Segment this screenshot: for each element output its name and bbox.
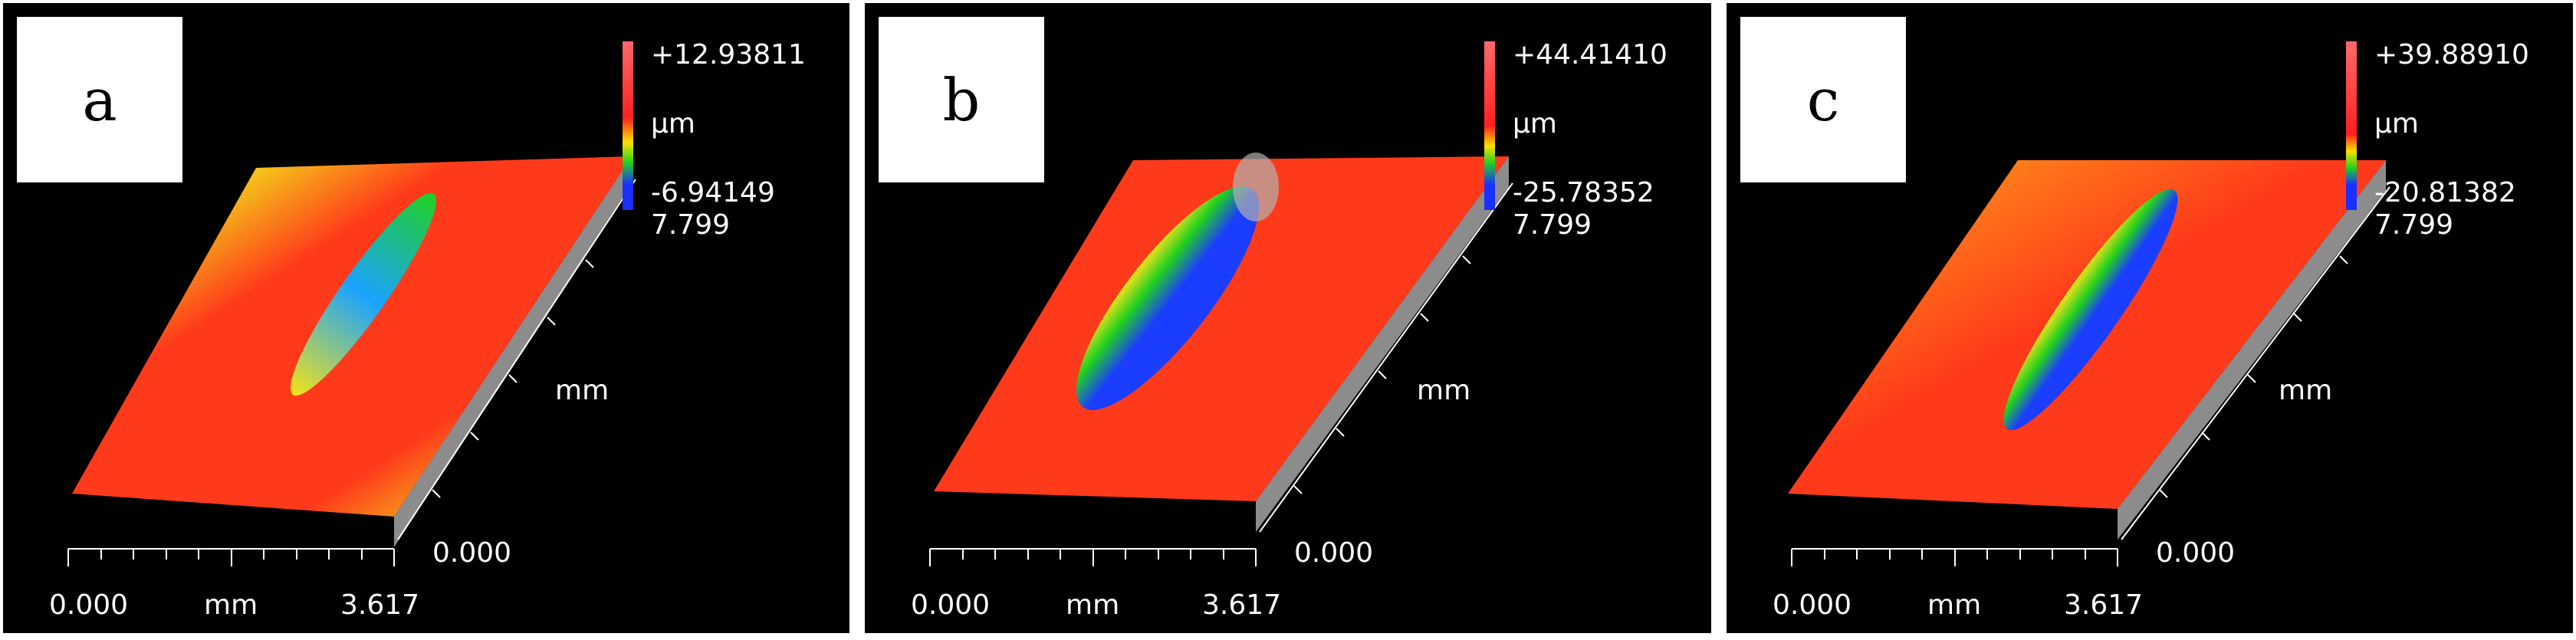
groove-c [2003,189,2178,431]
x-axis-c [1791,548,2118,566]
depth-unit-b: mm [1417,375,1471,406]
depth-min-c: 0.000 [2156,537,2236,569]
x-unit-b: mm [1066,589,1120,621]
groove-debris-b [1233,153,1279,222]
surface-plot-b [929,153,1513,566]
scale-min-c: -20.81382 [2374,177,2516,208]
scale-max-c: +39.88910 [2374,39,2529,71]
depth-axis-b [1259,182,1513,533]
surface-side-a [394,156,632,547]
scale-unit-a: µm [651,108,695,139]
depth-min-a: 0.000 [432,537,512,569]
surface-top-b [934,156,1509,501]
scale-max-b: +44.41410 [1513,39,1668,71]
depth-max-a: 7.799 [651,209,731,241]
panel-c: c +39.88910 µm -20.81382 7.799 mm 0.000 … [1727,3,2573,633]
depth-max-c: 7.799 [2374,209,2454,241]
color-scale-bar-a [623,41,633,210]
scale-unit-b: µm [1513,108,1557,139]
depth-axis-a [397,179,636,540]
scale-min-b: -25.78352 [1513,177,1654,208]
scale-unit-c: µm [2374,108,2419,139]
panel-b: b +44.41410 µm -25.78352 7.799 mm 0.000 … [865,3,1711,633]
color-scale-bar-c [2346,41,2357,210]
x-min-b: 0.000 [911,589,991,621]
scale-max-a: +12.93811 [651,39,806,71]
panel-label-a: a [17,17,182,182]
panel-label-b: b [879,17,1044,182]
depth-unit-a: mm [555,375,610,406]
groove-a [290,192,437,396]
scale-min-a: -6.94149 [651,177,775,208]
depth-max-b: 7.799 [1513,209,1592,241]
surface-side-b [1256,156,1509,532]
surface-side-c [2118,160,2386,540]
depth-unit-c: mm [2279,375,2333,406]
x-axis-a [67,548,395,566]
x-max-a: 3.617 [340,589,420,621]
x-min-c: 0.000 [1773,589,1852,621]
depth-axis-c [2121,186,2390,540]
x-max-b: 3.617 [1202,589,1282,621]
x-unit-c: mm [1927,589,1982,621]
color-scale-bar-b [1484,41,1495,210]
x-min-a: 0.000 [49,589,129,621]
x-unit-a: mm [204,589,258,621]
depth-min-b: 0.000 [1294,537,1374,569]
x-max-c: 3.617 [2064,589,2144,621]
surface-plot-c [1788,160,2390,566]
x-axis-b [929,548,1257,566]
groove-b [1076,186,1259,410]
panel-label-c: c [1740,17,1906,182]
surface-plot-a [67,156,636,566]
panel-a: a +12.93811 µm -6.94149 7.799 mm 0.000 0… [3,3,849,633]
